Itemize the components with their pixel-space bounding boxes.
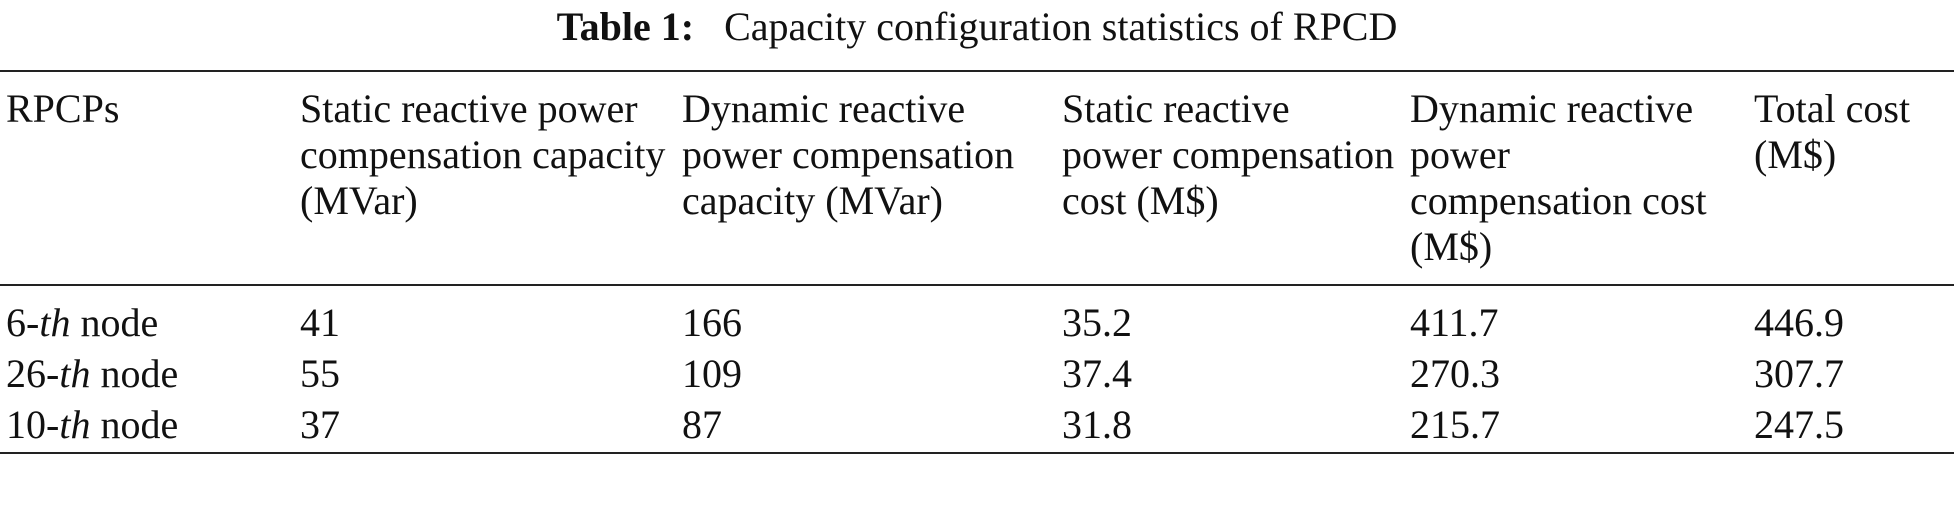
caption-text: Capacity configuration statistics of RPC… (724, 4, 1398, 49)
node-number: 26- (6, 351, 60, 396)
node-ordinal: th (39, 300, 71, 345)
col-header-rpcps: RPCPs (6, 86, 120, 131)
cell-dynamic-cost: 270.3 (1410, 351, 1500, 396)
cell-total-cost: 247.5 (1754, 402, 1844, 447)
cell-static-cost: 37.4 (1062, 351, 1132, 396)
node-word: node (70, 300, 159, 345)
table-caption: Table 1: Capacity configuration statisti… (0, 2, 1954, 52)
cell-dynamic-cost: 411.7 (1410, 300, 1499, 345)
cell-dynamic-capacity: 166 (682, 300, 742, 345)
cell-static-capacity: 41 (300, 300, 340, 345)
node-ordinal: th (59, 402, 91, 447)
table-row: 10-th node 37 87 31.8 215.7 247.5 (0, 399, 1954, 453)
col-header-dynamic-capacity: Dynamic reactive power compensation capa… (682, 86, 1015, 223)
cell-static-cost: 31.8 (1062, 402, 1132, 447)
cell-total-cost: 446.9 (1754, 300, 1844, 345)
row-label: 10-th node (0, 399, 294, 453)
cell-dynamic-cost: 215.7 (1410, 402, 1500, 447)
cell-total-cost: 307.7 (1754, 351, 1844, 396)
node-ordinal: th (59, 351, 91, 396)
table-header: RPCPs Static reactive power compensation… (0, 71, 1954, 285)
cell-static-cost: 35.2 (1062, 300, 1132, 345)
col-header-dynamic-cost: Dynamic reactive power compensation cost… (1410, 86, 1707, 269)
node-number: 10- (6, 402, 60, 447)
table-row: 6-th node 41 166 35.2 411.7 446.9 (0, 285, 1954, 348)
cell-static-capacity: 37 (300, 402, 340, 447)
node-word: node (90, 351, 179, 396)
table-row: 26-th node 55 109 37.4 270.3 307.7 (0, 348, 1954, 399)
cell-dynamic-capacity: 87 (682, 402, 722, 447)
cell-static-capacity: 55 (300, 351, 340, 396)
caption-spacer (704, 4, 724, 49)
col-header-total-cost: Total cost (M$) (1754, 86, 1911, 177)
row-label: 26-th node (0, 348, 294, 399)
caption-label: Table 1: (556, 4, 695, 49)
cell-dynamic-capacity: 109 (682, 351, 742, 396)
table-body: 6-th node 41 166 35.2 411.7 446.9 26-th … (0, 285, 1954, 453)
capacity-table: RPCPs Static reactive power compensation… (0, 70, 1954, 454)
node-number: 6- (6, 300, 40, 345)
row-label: 6-th node (0, 285, 294, 348)
header-row: RPCPs Static reactive power compensation… (0, 71, 1954, 285)
col-header-static-capacity: Static reactive power compensation capac… (300, 86, 666, 223)
col-header-static-cost: Static reactive power compensation cost … (1062, 86, 1395, 223)
node-word: node (90, 402, 179, 447)
